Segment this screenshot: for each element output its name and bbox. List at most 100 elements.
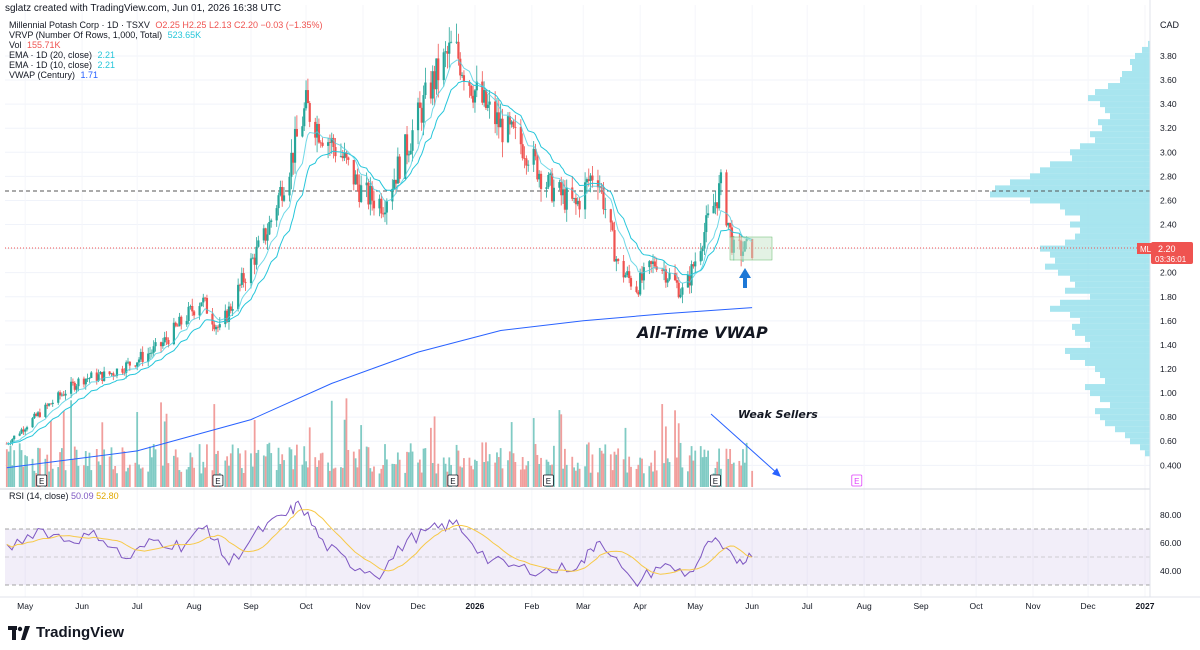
volume-bar [485,442,487,487]
earnings-label: E [546,477,551,486]
legend-ema20-row[interactable]: EMA · 1D (20, close) 2.21 [9,50,323,60]
volume-bar [393,464,396,487]
volume-bar [611,470,614,487]
legend-ema10-row[interactable]: EMA · 1D (10, close) 2.21 [9,60,323,70]
volume-bar [519,469,522,487]
volume-bar [198,444,201,487]
candle-body [459,58,462,76]
volume-bar [318,460,320,487]
candle-body [47,403,51,406]
volume-profile-row [1098,119,1150,126]
candle-body [424,82,427,96]
candle-body [326,142,330,146]
volume-profile-row [1095,137,1150,144]
candle-body [159,342,163,347]
volume-bar [37,447,39,487]
rsi-legend[interactable]: RSI (14, close) 50.09 52.80 [9,491,119,501]
currency-label[interactable]: CAD [1160,20,1180,30]
candle-body [449,41,453,43]
volume-bar [540,457,542,487]
price-tick-label: 3.60 [1160,75,1177,85]
volume-bar [525,465,528,487]
volume-bar [185,469,188,487]
legend-vwap-row[interactable]: VWAP (Century) 1.71 [9,70,323,80]
time-tick-label: Jul [802,601,813,611]
volume-bar [663,463,665,487]
candle-body [510,121,513,125]
volume-bar [650,462,653,487]
candle-body [468,81,471,86]
candle-body [501,118,504,143]
candle-body [396,156,399,184]
volume-profile-row [1115,426,1150,433]
legend-vol-row[interactable]: Vol 155.71K [9,40,323,50]
volume-bar [73,446,76,487]
volume-profile-row [1080,215,1150,222]
volume-bar [329,470,331,487]
candle-body [666,279,669,283]
legend-ema20-label: EMA · 1D (20, close) [9,50,93,60]
candle-body [550,173,554,202]
candle-body [238,284,242,286]
candle-body [664,269,667,283]
candle-body [561,189,565,196]
volume-bar [639,457,642,487]
candle-body [330,137,333,143]
volume-bar [474,459,476,487]
volume-bar [288,447,291,487]
volume-bar [725,448,728,487]
candle-body [57,392,60,403]
candle-body [36,412,40,416]
volume-bar [70,400,72,487]
candle-body [315,123,319,138]
candle-body [270,220,273,223]
candle-body [431,71,434,99]
volume-bar [552,445,555,487]
candle-body [321,142,324,146]
candle-body [532,148,535,165]
candle-body [255,246,258,265]
candle-body [514,127,517,128]
volume-bar [384,444,386,487]
volume-bar [378,473,381,487]
volume-profile-row [1148,40,1150,47]
price-tick-label: 3.40 [1160,99,1177,109]
volume-bar [270,453,273,487]
volume-profile-row [1088,95,1150,102]
volume-bar [446,471,449,487]
candle-body [712,205,715,214]
volume-bar [44,458,47,487]
volume-bar [20,450,23,487]
volume-bar [604,444,607,487]
volume-bar [33,470,36,487]
candle-body [461,75,464,77]
candle-body [688,274,691,286]
volume-profile-row [1065,287,1150,294]
volume-profile-row [1040,245,1150,252]
earnings-label: E [713,477,718,486]
volume-bar [732,462,735,487]
legend-vrvp-row[interactable]: VRVP (Number Of Rows, 1,000, Total) 523.… [9,30,323,40]
volume-profile-row [1085,335,1150,342]
brand-footer[interactable]: TradingView [8,624,124,641]
volume-bar [77,465,80,487]
volume-profile-row [1070,311,1150,318]
candle-body [651,261,655,265]
volume-profile-row [1072,323,1150,330]
candle-body [365,182,368,186]
volume-bar [720,468,722,487]
volume-profile-row [1060,299,1150,306]
volume-bar [354,458,357,487]
volume-bar [406,451,408,487]
legend-symbol-row[interactable]: Millennial Potash Corp · 1D · TSXV O2.25… [9,20,323,30]
candle-body [33,413,36,419]
volume-bar [538,464,541,487]
volume-bar [84,451,87,487]
candle-body [178,316,181,327]
volume-profile-row [1065,209,1150,216]
arrow-up-icon [739,268,751,288]
consolidation-box [729,236,773,261]
volume-bar [35,473,38,487]
volume-bar [253,420,256,487]
